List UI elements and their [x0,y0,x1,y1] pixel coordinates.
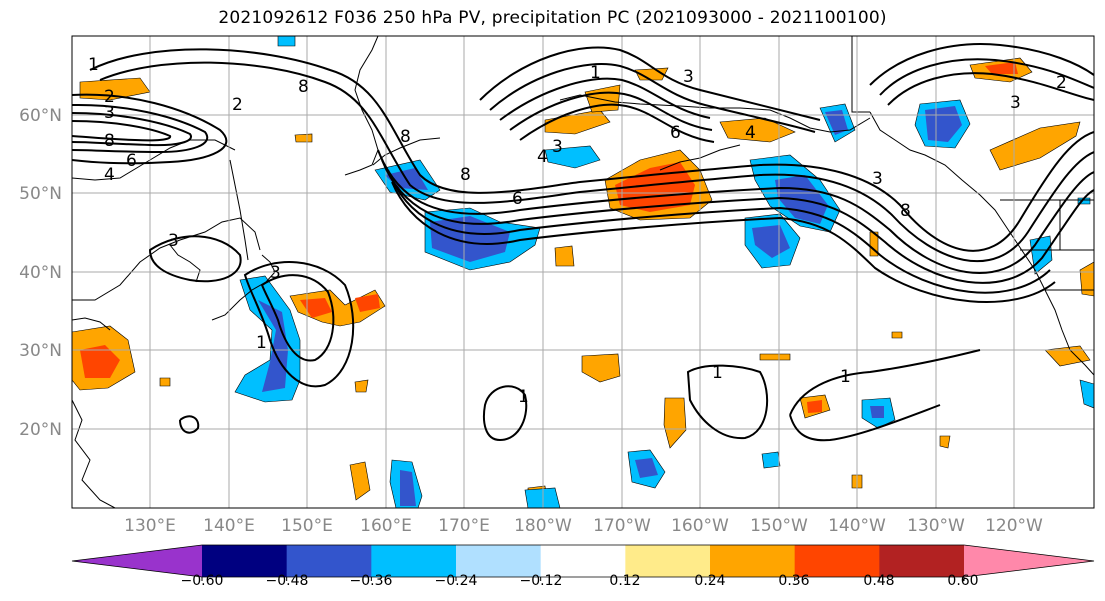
lat-label: 50°N [19,184,62,204]
contour-label: 3 [1010,93,1021,113]
contour-label: 4 [104,165,115,185]
latitude-labels: 60°N 50°N 40°N 30°N 20°N [19,106,62,440]
contour-labels: 1 2 3 8 6 4 2 8 3 3 8 6 1 8 4 3 6 4 3 1 … [88,55,1067,407]
map-frame [71,35,1095,509]
contour-label: 3 [683,67,694,87]
colorbar-extend-high [964,545,1094,577]
colorbar-extend-low [72,545,202,577]
contour-label: 1 [590,63,601,83]
colorbar-tick-label: −0.60 [181,573,224,589]
lat-label: 40°N [19,263,62,283]
colorbar-tick-label: −0.48 [266,573,309,589]
contour-label: 3 [872,169,883,189]
contour-label: 8 [460,165,471,185]
contour-label: 8 [900,201,911,221]
colorbar-bin [456,545,542,577]
contour-label: 3 [168,231,179,251]
lon-label: 160°E [360,516,412,536]
colorbar-tick-label: −0.24 [435,573,478,589]
colorbar-tick-label: 0.60 [947,573,978,589]
lon-label: 130°E [124,516,176,536]
colorbar [71,544,1095,581]
lon-label: 160°W [671,516,729,536]
contour-label: 8 [400,127,411,147]
graticule [72,36,1094,508]
map-title: 2021092612 F036 250 hPa PV, precipitatio… [218,8,887,28]
contour-label: 1 [518,387,529,407]
colorbar-bin [625,545,711,577]
contour-label: 3 [552,137,563,157]
contour-label: 1 [840,367,851,387]
colorbar-bin [540,545,626,577]
contour-label: 2 [104,87,115,107]
contour-label: 8 [104,131,115,151]
lon-label: 120°W [985,516,1043,536]
lon-label: 150°W [750,516,808,536]
lon-label: 170°E [438,516,490,536]
colorbar-tick-label: 0.48 [863,573,894,589]
colorbar-bin [286,545,372,577]
colorbar-tick-label: 0.24 [694,573,725,589]
colorbar-bin [202,545,288,577]
lat-label: 30°N [19,341,62,361]
lon-label: 130°W [907,516,965,536]
contour-label: 6 [126,151,137,171]
colorbar-ticks: −0.60 −0.48 −0.36 −0.24 −0.12 0.12 0.24 … [181,573,979,589]
lat-label: 60°N [19,106,62,126]
contour-label: 1 [256,333,267,353]
longitude-labels: 130°E 140°E 150°E 160°E 170°E 180°W 170°… [124,516,1043,536]
lon-label: 150°E [281,516,333,536]
colorbar-bin [794,545,880,577]
colorbar-bin [710,545,796,577]
colorbar-bin [371,545,457,577]
contour-label: 2 [232,95,243,115]
lon-label: 180°W [514,516,572,536]
lon-label: 140°W [828,516,886,536]
colorbar-tick-label: −0.36 [350,573,393,589]
colorbar-bin [879,545,965,577]
contour-label: 1 [88,55,99,75]
contour-label: 2 [1056,73,1067,93]
contour-label: 8 [298,77,309,97]
colorbar-tick-label: 0.12 [609,573,640,589]
contour-label: 6 [512,189,523,209]
lon-label: 170°W [593,516,651,536]
colorbar-tick-label: 0.36 [778,573,809,589]
contour-label: 1 [712,363,723,383]
contour-label: 4 [745,123,756,143]
contour-label: 4 [537,147,548,167]
contour-label: 3 [104,103,115,123]
pv-contours [72,43,1094,442]
contour-label: 6 [670,123,681,143]
lat-label: 20°N [19,420,62,440]
lon-label: 140°E [203,516,255,536]
contour-label: 3 [270,263,281,283]
colorbar-tick-label: −0.12 [520,573,563,589]
